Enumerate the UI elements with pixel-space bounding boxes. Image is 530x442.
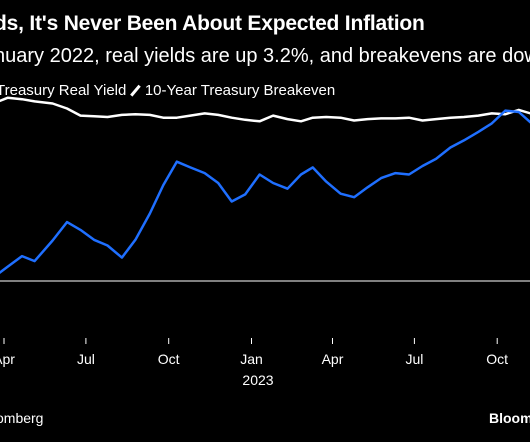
series-layer [0, 96, 530, 274]
x-axis-year-label: 2023 [242, 372, 273, 388]
legend-item-breakeven: 10-Year Treasury Breakeven [130, 82, 336, 99]
chart-title: ds, It's Never Been About Expected Infla… [0, 12, 425, 35]
brand-label: Bloom [489, 410, 530, 426]
x-tick-label: Jul [405, 351, 423, 367]
x-tick-label: Jan [240, 351, 263, 367]
x-tick-label: Apr [322, 351, 344, 367]
series-line-real-yield [0, 109, 530, 274]
legend-item-real-yield: Treasury Real Yield [0, 82, 126, 99]
x-tick-label: Oct [486, 351, 508, 367]
line-chart: Apr Jul Oct Jan Apr Jul Oct 2023 [0, 96, 530, 388]
series-line-breakeven [0, 96, 530, 123]
legend-label-real-yield: Treasury Real Yield [0, 82, 127, 99]
chart-subtitle: nuary 2022, real yields are up 3.2%, and… [0, 45, 530, 67]
legend-label-breakeven: 10-Year Treasury Breakeven [144, 82, 336, 99]
chart-legend: Treasury Real Yield 10-Year Treasury Bre… [0, 82, 343, 99]
x-tick-label: Jul [77, 351, 95, 367]
x-tick-label: Oct [158, 351, 180, 367]
x-axis: Apr Jul Oct Jan Apr Jul Oct [0, 338, 508, 367]
source-label: omberg [0, 410, 44, 426]
x-tick-label: Apr [0, 351, 15, 367]
